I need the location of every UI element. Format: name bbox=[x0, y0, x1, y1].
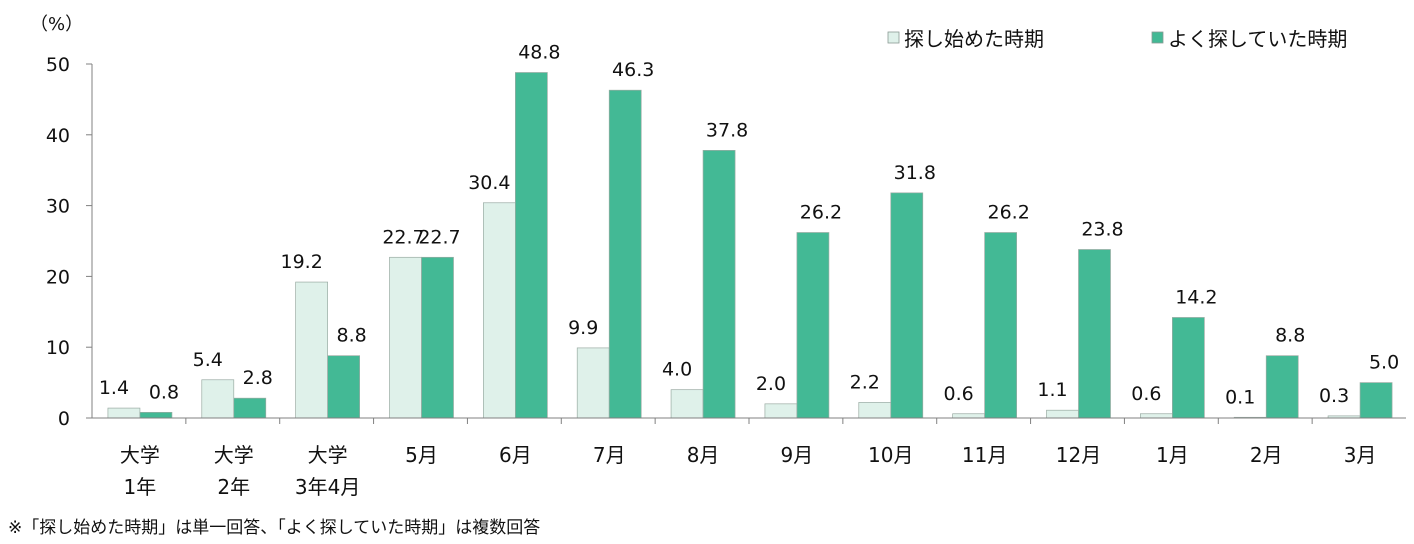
y-axis: 0 10 20 30 40 50 bbox=[46, 54, 93, 430]
x-category-label: 3年4月 bbox=[295, 475, 360, 499]
data-label-series2: 8.8 bbox=[1275, 325, 1305, 347]
bar-series1 bbox=[764, 403, 798, 419]
data-label-series2: 2.8 bbox=[243, 367, 273, 389]
bar-series1 bbox=[107, 407, 141, 419]
legend-label-series1: 探し始めた時期 bbox=[904, 27, 1044, 51]
bar-series1 bbox=[952, 413, 985, 419]
bar-series1 bbox=[670, 389, 704, 419]
bar-series2 bbox=[796, 232, 830, 419]
x-axis: 大学 1年 大学 2年 大学 3年4月 5月 6月 7月 8月 9月 10月 11月 12月 1月 2月 3月 bbox=[92, 417, 1406, 499]
data-label-series2: 0.8 bbox=[149, 381, 179, 403]
x-category-label: 3月 bbox=[1344, 443, 1377, 467]
data-label-series1: 22.7 bbox=[382, 226, 424, 248]
data-label-series1: 2.2 bbox=[850, 371, 880, 393]
x-category-label: 6月 bbox=[499, 443, 532, 467]
bar-series1 bbox=[201, 379, 235, 419]
bars bbox=[107, 72, 1393, 419]
data-label-series1: 0.6 bbox=[1131, 383, 1161, 405]
x-category-label: 8月 bbox=[687, 443, 720, 467]
bar-series2 bbox=[1172, 317, 1205, 419]
bar-series1 bbox=[576, 347, 610, 419]
x-category-label: 11月 bbox=[962, 443, 1007, 467]
bar-series1 bbox=[1046, 409, 1079, 419]
data-label-series2: 23.8 bbox=[1081, 218, 1123, 240]
bar-series2 bbox=[890, 192, 924, 419]
y-tick-label: 0 bbox=[58, 408, 70, 430]
bar-series1 bbox=[858, 402, 892, 419]
data-label-series2: 14.2 bbox=[1175, 286, 1217, 308]
bar-series2 bbox=[608, 89, 642, 419]
data-labels: 1.4 0.8 5.4 2.8 19.2 8.8 22.722.7 30.4 48.8 9.9 46… bbox=[99, 41, 1399, 408]
data-label-series1: 9.9 bbox=[568, 317, 598, 339]
x-category-label: 2月 bbox=[1250, 443, 1283, 467]
data-label-series1: 0.3 bbox=[1319, 385, 1349, 407]
data-label-series1: 0.1 bbox=[1225, 386, 1255, 408]
bar-chart: （%） 探し始めた時期 よく探していた時期 0 10 20 30 40 50 1.4 0.8 5… bbox=[30, 14, 1406, 499]
bar-series2 bbox=[1265, 355, 1299, 419]
y-tick-label: 10 bbox=[46, 337, 70, 359]
x-category-label: 5月 bbox=[405, 443, 438, 467]
x-category-label: 大学 bbox=[214, 443, 254, 467]
x-category-label: 12月 bbox=[1056, 443, 1101, 467]
bar-series2 bbox=[1078, 249, 1111, 419]
bar-series2 bbox=[984, 232, 1017, 419]
y-tick-label: 50 bbox=[46, 54, 70, 76]
x-category-label: 大学 bbox=[120, 443, 160, 467]
bar-series1 bbox=[1140, 413, 1173, 419]
data-label-series1: 19.2 bbox=[280, 251, 322, 273]
y-axis-unit: （%） bbox=[30, 14, 83, 35]
bar-series1 bbox=[389, 256, 422, 419]
bar-series1 bbox=[483, 202, 516, 419]
data-label-series2: 46.3 bbox=[612, 59, 654, 81]
y-tick-label: 40 bbox=[46, 125, 70, 147]
x-category-label: 10月 bbox=[868, 443, 913, 467]
legend-swatch-series2 bbox=[1151, 31, 1164, 44]
footnote: ※「探し始めた時期」は単一回答、「よく探していた時期」は複数回答 bbox=[8, 518, 541, 538]
data-label-series2: 48.8 bbox=[518, 41, 560, 63]
data-label-series1: 5.4 bbox=[193, 349, 223, 371]
legend-label-series2: よく探していた時期 bbox=[1168, 27, 1347, 51]
data-label-series1: 4.0 bbox=[662, 359, 692, 381]
legend: 探し始めた時期 よく探していた時期 bbox=[887, 27, 1347, 51]
data-label-series2: 22.7 bbox=[418, 226, 460, 248]
data-label-series1: 2.0 bbox=[756, 373, 786, 395]
data-label-series2: 31.8 bbox=[894, 162, 936, 184]
data-label-series2: 37.8 bbox=[706, 119, 748, 141]
bar-series2 bbox=[1359, 382, 1393, 419]
data-label-series1: 1.4 bbox=[99, 377, 129, 399]
bar-series1 bbox=[295, 281, 328, 419]
bar-series2 bbox=[139, 411, 173, 419]
data-label-series2: 26.2 bbox=[800, 202, 842, 224]
bar-series2 bbox=[421, 256, 454, 419]
bar-series2 bbox=[702, 150, 736, 419]
bar-series2 bbox=[233, 397, 267, 419]
legend-swatch-series1 bbox=[887, 31, 900, 44]
x-category-label: 7月 bbox=[593, 443, 626, 467]
x-category-label: 1月 bbox=[1156, 443, 1189, 467]
data-label-series2: 5.0 bbox=[1369, 352, 1399, 374]
data-label-series1: 30.4 bbox=[468, 172, 510, 194]
x-category-label: 大学 bbox=[308, 443, 348, 467]
data-label-series1: 1.1 bbox=[1037, 379, 1067, 401]
data-label-series2: 26.2 bbox=[987, 202, 1029, 224]
data-label-series1: 0.6 bbox=[944, 383, 974, 405]
bar-series2 bbox=[327, 355, 360, 419]
bar-series2 bbox=[515, 72, 548, 419]
x-category-label: 2年 bbox=[217, 475, 250, 499]
x-category-label: 1年 bbox=[124, 475, 157, 499]
y-tick-label: 30 bbox=[46, 196, 70, 218]
x-category-label: 9月 bbox=[781, 443, 814, 467]
y-tick-label: 20 bbox=[46, 266, 70, 288]
data-label-series2: 8.8 bbox=[337, 325, 367, 347]
